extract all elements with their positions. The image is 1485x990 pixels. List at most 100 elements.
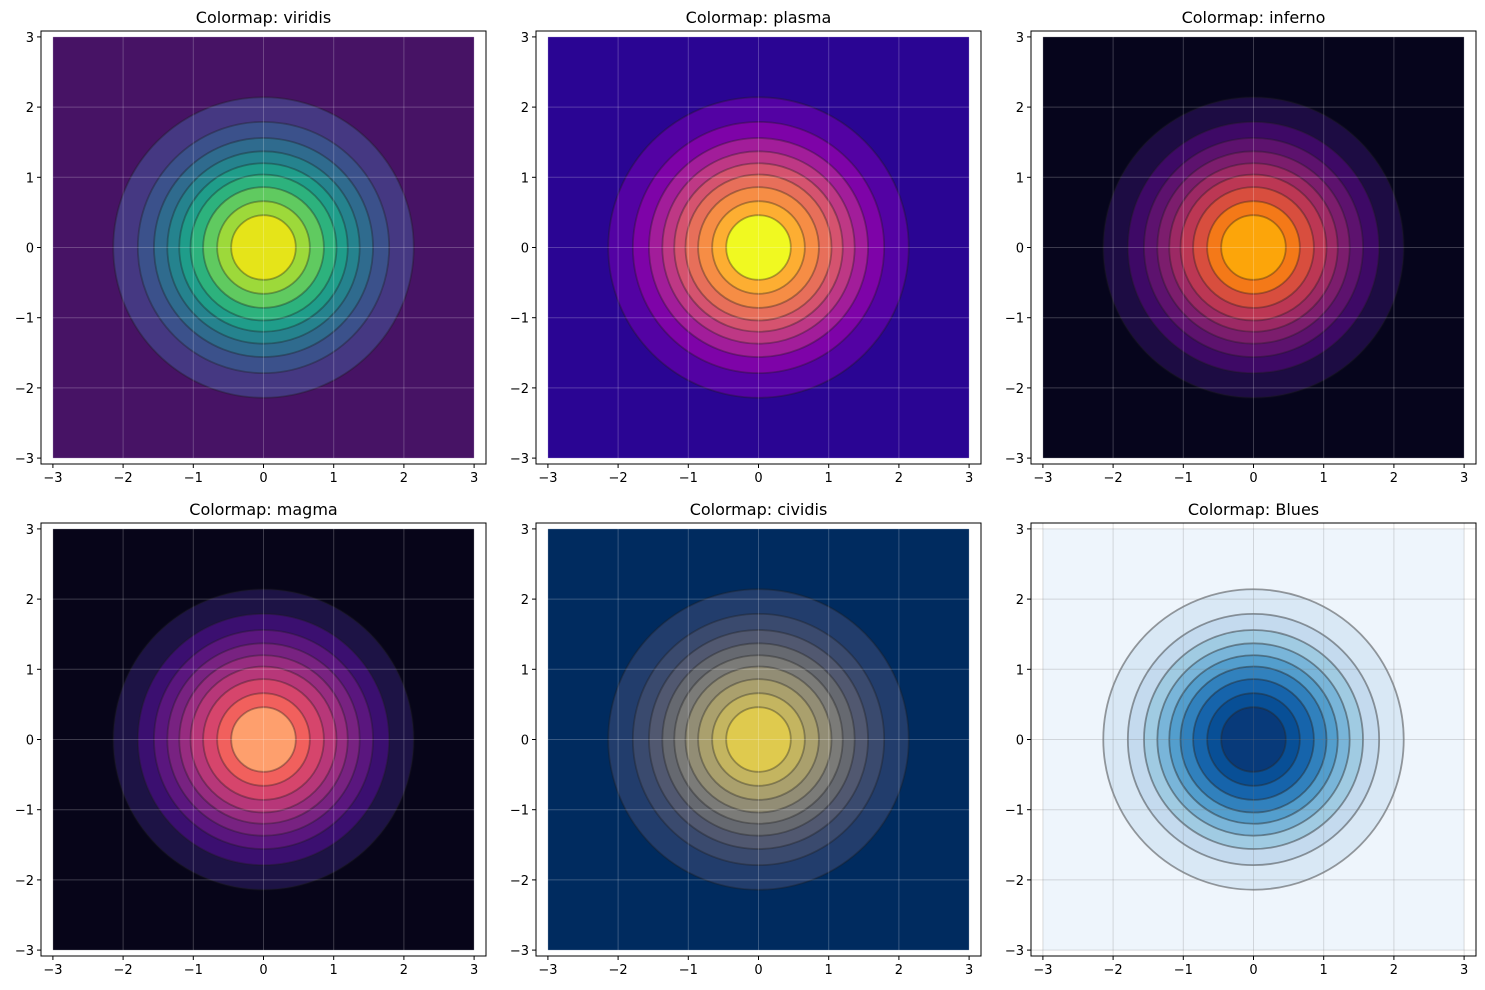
contour-line <box>189 173 338 322</box>
x-tick-label: −2 <box>114 471 133 486</box>
subplot: −3 −3 −2 −2 −1 −1 0 0 1 1 2 2 3 3 Colormap: Blues <box>1005 500 1477 978</box>
y-tick-label: −1 <box>15 312 34 327</box>
contour-line <box>673 162 844 333</box>
contour-line <box>166 642 361 837</box>
y-tick-label: 3 <box>26 31 34 46</box>
y-tick-label: 1 <box>26 171 34 186</box>
x-tick-label: 1 <box>1320 963 1328 978</box>
y-tick-label: 1 <box>1016 171 1024 186</box>
x-tick-label: 0 <box>259 963 267 978</box>
y-tick-label: −2 <box>510 874 529 889</box>
y-tick-label: −1 <box>1005 804 1024 819</box>
contour-area <box>1042 36 1465 459</box>
contour-line <box>202 678 325 801</box>
contour-line <box>153 137 374 358</box>
x-tick-label: 2 <box>1390 471 1398 486</box>
x-tick-label: 3 <box>470 471 478 486</box>
contour-band <box>1221 707 1286 772</box>
y-tick-label: −2 <box>15 382 34 397</box>
x-tick-label: 3 <box>470 963 478 978</box>
y-tick-label: 0 <box>26 734 34 749</box>
subplot: −3 −3 −2 −2 −1 −1 0 0 1 1 2 2 3 3 Colormap: cividis <box>510 500 982 978</box>
contour-line <box>1143 137 1364 358</box>
x-tick-label: −1 <box>1174 471 1193 486</box>
y-tick-label: 3 <box>521 523 529 538</box>
contour-line <box>136 612 391 867</box>
y-tick-label: −2 <box>15 874 34 889</box>
contour-area <box>52 36 475 459</box>
y-tick-label: −3 <box>15 452 34 467</box>
x-tick-label: 2 <box>1390 963 1398 978</box>
contour-band <box>726 215 791 280</box>
contour-line <box>711 692 806 787</box>
x-tick-label: 0 <box>1249 471 1257 486</box>
y-tick-label: −3 <box>15 944 34 959</box>
y-tick-label: −2 <box>1005 874 1024 889</box>
contour-line <box>189 665 338 814</box>
x-tick-label: 0 <box>259 471 267 486</box>
y-tick-label: −3 <box>510 944 529 959</box>
contour-line <box>136 120 391 375</box>
x-tick-label: 2 <box>400 963 408 978</box>
contour-line <box>1143 629 1364 850</box>
contour-line <box>684 665 833 814</box>
contour-line <box>1156 642 1351 837</box>
y-tick-label: 1 <box>1016 663 1024 678</box>
subplot-title: Colormap: magma <box>189 500 337 519</box>
contour-area <box>52 528 475 951</box>
x-tick-label: 1 <box>825 471 833 486</box>
x-tick-label: −3 <box>538 471 557 486</box>
y-tick-label: −2 <box>510 382 529 397</box>
x-tick-label: −1 <box>679 963 698 978</box>
y-tick-label: 3 <box>1016 31 1024 46</box>
contour-line <box>216 200 311 295</box>
contour-line <box>1168 654 1339 825</box>
contour-line <box>1192 186 1315 309</box>
x-tick-label: −3 <box>43 963 62 978</box>
x-tick-label: −2 <box>609 963 628 978</box>
contour-line <box>1126 612 1381 867</box>
y-tick-label: 3 <box>1016 523 1024 538</box>
x-tick-label: −1 <box>184 471 203 486</box>
y-tick-label: 2 <box>1016 593 1024 608</box>
x-tick-label: 1 <box>825 963 833 978</box>
contour-area <box>1042 528 1465 951</box>
subplot: −3 −3 −2 −2 −1 −1 0 0 1 1 2 2 3 3 Colormap: plasma <box>510 8 982 486</box>
y-tick-label: −1 <box>1005 312 1024 327</box>
contour-line <box>112 588 415 891</box>
y-tick-label: 3 <box>26 523 34 538</box>
x-tick-label: 2 <box>895 963 903 978</box>
contour-line <box>631 120 886 375</box>
contour-line <box>1102 588 1405 891</box>
subplot: −3 −3 −2 −2 −1 −1 0 0 1 1 2 2 3 3 Colormap: viridis <box>15 8 487 486</box>
y-tick-label: 1 <box>521 171 529 186</box>
contour-line <box>1156 150 1351 345</box>
contour-line <box>202 186 325 309</box>
y-tick-label: 0 <box>26 242 34 257</box>
contour-line <box>697 186 820 309</box>
y-tick-label: −1 <box>510 312 529 327</box>
contour-area <box>547 528 970 951</box>
x-tick-label: 1 <box>330 963 338 978</box>
y-tick-label: −3 <box>510 452 529 467</box>
y-tick-label: 2 <box>521 593 529 608</box>
contour-line <box>725 214 792 281</box>
x-tick-label: 3 <box>965 963 973 978</box>
contour-line <box>112 96 415 399</box>
contour-line <box>1220 214 1287 281</box>
y-tick-label: 1 <box>521 663 529 678</box>
x-tick-label: −1 <box>1174 963 1193 978</box>
x-tick-label: −3 <box>43 471 62 486</box>
x-tick-label: −3 <box>538 963 557 978</box>
contour-band <box>726 707 791 772</box>
x-tick-label: −2 <box>1104 471 1123 486</box>
x-tick-label: 3 <box>965 471 973 486</box>
contour-line <box>648 137 869 358</box>
contour-line <box>1126 120 1381 375</box>
x-tick-label: 0 <box>1249 963 1257 978</box>
contour-line <box>711 200 806 295</box>
contour-line <box>648 629 869 850</box>
x-tick-label: −3 <box>1033 963 1052 978</box>
x-tick-label: −2 <box>1104 963 1123 978</box>
y-tick-label: 2 <box>26 593 34 608</box>
